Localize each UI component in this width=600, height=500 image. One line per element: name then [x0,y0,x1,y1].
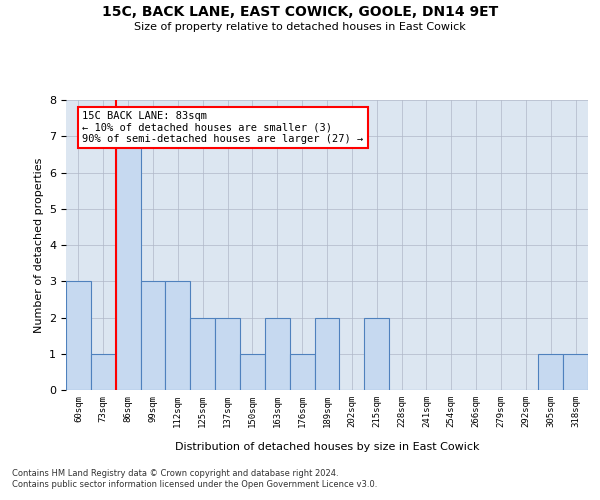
Text: Distribution of detached houses by size in East Cowick: Distribution of detached houses by size … [175,442,479,452]
Text: Size of property relative to detached houses in East Cowick: Size of property relative to detached ho… [134,22,466,32]
Bar [140,281,166,390]
Bar [66,281,91,390]
Y-axis label: Number of detached properties: Number of detached properties [34,158,44,332]
Bar [563,354,588,390]
Text: Contains public sector information licensed under the Open Government Licence v3: Contains public sector information licen… [12,480,377,489]
Bar [116,136,140,390]
Bar [538,354,563,390]
Bar [290,354,314,390]
Bar [314,318,340,390]
Text: 15C, BACK LANE, EAST COWICK, GOOLE, DN14 9ET: 15C, BACK LANE, EAST COWICK, GOOLE, DN14… [102,5,498,19]
Bar [166,281,190,390]
Bar [190,318,215,390]
Bar [91,354,116,390]
Bar [240,354,265,390]
Text: Contains HM Land Registry data © Crown copyright and database right 2024.: Contains HM Land Registry data © Crown c… [12,468,338,477]
Bar [265,318,290,390]
Bar [364,318,389,390]
Text: 15C BACK LANE: 83sqm
← 10% of detached houses are smaller (3)
90% of semi-detach: 15C BACK LANE: 83sqm ← 10% of detached h… [82,111,364,144]
Bar [215,318,240,390]
